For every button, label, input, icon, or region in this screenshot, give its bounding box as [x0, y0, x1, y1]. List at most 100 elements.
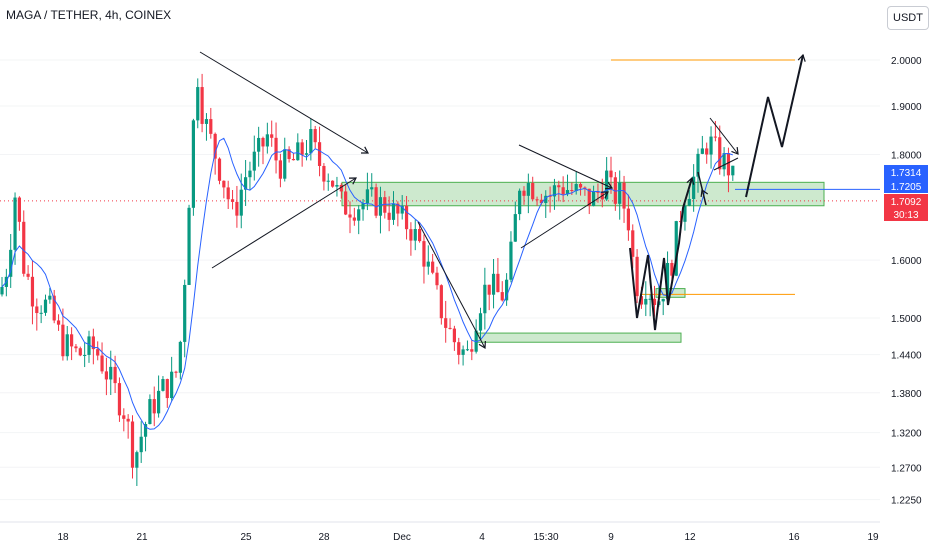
time-axis[interactable]: 18 21 25 28 Dec 4 15:30 9 12 16 19: [57, 532, 879, 543]
candle-body: [513, 214, 517, 242]
candle-body: [518, 190, 522, 215]
candle-body: [557, 185, 561, 188]
support-resistance-zone: [341, 181, 825, 207]
candle-body: [422, 241, 426, 267]
down-trend-arrow: [417, 221, 486, 349]
candle-body: [317, 142, 322, 166]
candle-body: [448, 327, 452, 329]
candle-body: [335, 184, 339, 187]
candle-body: [361, 203, 365, 210]
candle-body: [718, 137, 722, 170]
price-badge: [884, 207, 928, 221]
candle-body: [700, 148, 704, 154]
price-tick-label: 1.5000: [891, 314, 922, 325]
candle-body: [109, 366, 113, 380]
candle-body: [339, 184, 343, 192]
price-badge-label: 1.7314: [891, 168, 922, 179]
candle-body: [374, 187, 378, 216]
candle-body: [357, 209, 361, 221]
candle-body: [391, 203, 396, 220]
candle-body: [592, 191, 596, 206]
candle-body: [70, 334, 74, 347]
candle-body: [726, 153, 731, 176]
arrow-head: [360, 146, 369, 154]
candle-body: [344, 191, 348, 215]
candle-body: [474, 330, 478, 352]
candle-body: [692, 176, 696, 199]
candle-body: [626, 208, 630, 231]
candle-body: [226, 187, 230, 200]
candle-body: [191, 120, 195, 208]
price-tick-label: 1.2250: [891, 496, 922, 507]
time-tick-label: 25: [240, 532, 252, 543]
candle-body: [431, 261, 435, 273]
time-tick-label: 16: [788, 532, 800, 543]
candle-body: [435, 272, 439, 286]
candle-body: [578, 183, 583, 188]
candle-body: [270, 134, 274, 138]
time-tick-label: 18: [57, 532, 69, 543]
candle-body: [644, 298, 648, 305]
candle-body: [348, 214, 352, 218]
candle-body: [244, 177, 248, 190]
levels: [0, 59, 880, 295]
candle-body: [352, 217, 356, 221]
candle-body: [709, 136, 713, 155]
candle-body: [696, 153, 700, 177]
arrow-head: [604, 181, 614, 190]
candle-body: [609, 170, 613, 178]
arrow-head: [731, 146, 739, 155]
candle-body: [705, 148, 709, 155]
candle-body: [457, 342, 461, 355]
price-badge-label: 1.7205: [891, 182, 922, 193]
candle-body: [652, 298, 657, 306]
candle-body: [635, 256, 639, 297]
candle-body: [309, 129, 313, 154]
symbol-title: MAGA / TETHER, 4h, COINEX: [6, 8, 172, 22]
candle-body: [287, 149, 291, 159]
candle-body: [444, 318, 448, 328]
candle-body: [548, 195, 552, 197]
candle-body: [300, 142, 304, 155]
candle-body: [413, 229, 417, 241]
candle-body: [613, 177, 617, 204]
triangle-upper-line: [199, 51, 369, 154]
candle-body: [535, 199, 539, 201]
price-tick-label: 1.3800: [891, 389, 922, 400]
time-tick-label: Dec: [393, 532, 411, 543]
candle-body: [470, 349, 474, 352]
candle-body: [43, 299, 48, 313]
candle-body: [631, 230, 635, 257]
candle-body: [670, 262, 674, 276]
candle-body: [687, 198, 691, 206]
price-badge: [884, 179, 928, 193]
candle-body: [78, 348, 82, 356]
candle-body: [313, 129, 317, 143]
candle-body: [17, 197, 21, 222]
price-axis[interactable]: 2.0000 1.9000 1.8000 1.6000 1.5000 1.4400 1.38…: [891, 56, 922, 507]
candle-body: [126, 418, 130, 422]
candle-body: [304, 153, 309, 155]
candle-body: [248, 170, 252, 178]
candle-body: [65, 334, 69, 357]
price-tick-label: 2.0000: [891, 56, 922, 67]
candle-body: [96, 349, 100, 356]
candle-body: [274, 137, 278, 161]
candle-body: [674, 221, 678, 276]
currency-button[interactable]: USDT: [887, 6, 929, 30]
time-tick-label: 21: [136, 532, 148, 543]
candle-body: [235, 201, 239, 216]
candle-body: [565, 190, 570, 195]
candle-body: [683, 205, 687, 222]
candle-body: [326, 180, 330, 182]
candle-body: [531, 183, 535, 200]
candle-body: [552, 185, 557, 197]
candle-body: [509, 241, 513, 280]
candles: [0, 73, 735, 487]
candle-body: [122, 415, 126, 419]
candle-body: [596, 191, 600, 193]
w-pattern-drawing: [629, 177, 693, 331]
candle-body: [91, 336, 95, 350]
time-tick-label: 4: [479, 532, 485, 543]
